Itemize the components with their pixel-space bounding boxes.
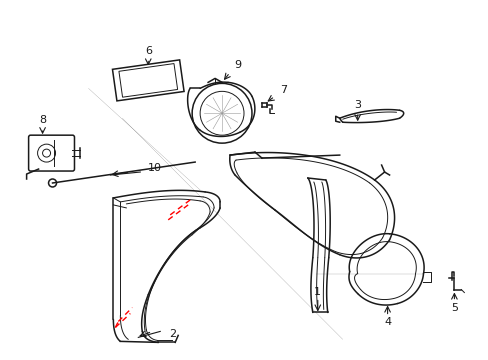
Text: 1: 1 bbox=[314, 287, 321, 297]
Text: 7: 7 bbox=[280, 85, 287, 95]
Text: 6: 6 bbox=[144, 45, 151, 55]
Text: 10: 10 bbox=[148, 163, 162, 173]
Text: 9: 9 bbox=[234, 60, 241, 71]
Text: 3: 3 bbox=[353, 100, 361, 110]
Text: 8: 8 bbox=[39, 115, 46, 125]
Text: 5: 5 bbox=[450, 302, 457, 312]
Text: 4: 4 bbox=[383, 318, 390, 328]
Text: 2: 2 bbox=[168, 329, 175, 339]
